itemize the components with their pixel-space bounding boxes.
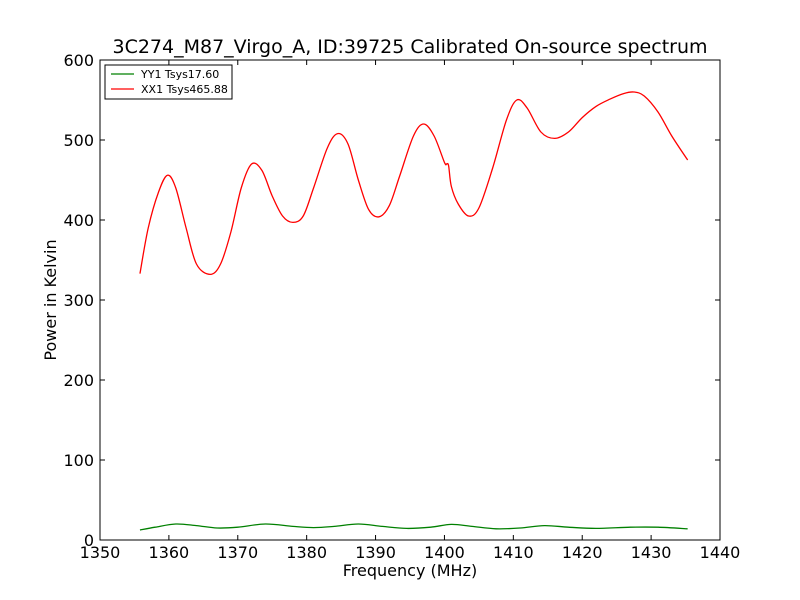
- y-tick-label: 200: [63, 371, 94, 390]
- x-axis: 1350 1360 1370 1380 1390 1400 1410 1420 1430 1440: [80, 60, 741, 562]
- series-lines: [139, 91, 689, 531]
- legend-box: [104, 64, 233, 100]
- y-axis-label: Power in Kelvin: [41, 239, 60, 360]
- x-tick-label: 1380: [286, 543, 327, 562]
- y-tick-label: 0: [84, 531, 94, 550]
- y-tick-label: 400: [63, 211, 94, 230]
- chart-title: 3C274_M87_Virgo_A, ID:39725 Calibrated O…: [112, 36, 707, 58]
- x-tick-label: 1350: [80, 543, 121, 562]
- y-tick-label: 500: [63, 131, 94, 150]
- plot-frame: [99, 59, 721, 541]
- y-tick-label: 300: [63, 291, 94, 310]
- x-axis-label: Frequency (MHz): [343, 561, 477, 580]
- x-tick-label: 1400: [424, 543, 465, 562]
- x-tick-label: 1370: [217, 543, 258, 562]
- x-tick-label: 1420: [562, 543, 603, 562]
- y-tick-label: 100: [63, 451, 94, 470]
- legend-label-yy1: YY1 Tsys17.60: [140, 68, 219, 81]
- legend: YY1 Tsys17.60 XX1 Tsys465.88: [104, 64, 233, 100]
- plot-area: 1350 1360 1370 1380 1390 1400 1410 1420 1430 1440…: [63, 51, 740, 562]
- x-tick-label: 1390: [355, 543, 396, 562]
- x-tick-label: 1430: [631, 543, 672, 562]
- x-tick-label: 1440: [700, 543, 741, 562]
- x-tick-label: 1360: [149, 543, 190, 562]
- x-tick-label: 1410: [493, 543, 534, 562]
- series-line-yy1: [139, 523, 688, 531]
- series-line-xx1: [139, 91, 689, 276]
- y-tick-label: 600: [63, 51, 94, 70]
- y-axis: 0 100 200 300 400 500 600: [63, 51, 720, 550]
- legend-label-xx1: XX1 Tsys465.88: [141, 83, 228, 96]
